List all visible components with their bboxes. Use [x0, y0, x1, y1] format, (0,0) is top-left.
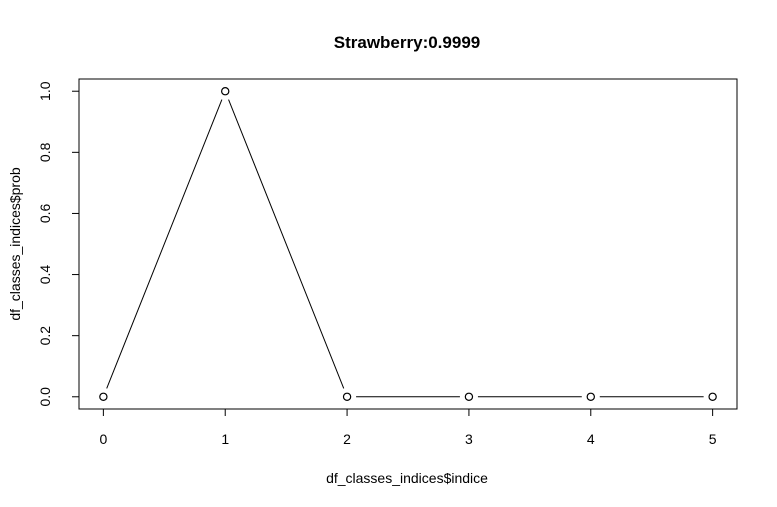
y-tick-label: 0.8: [37, 142, 53, 162]
y-axis: 0.0 0.2 0.4 0.6 0.8 1.0: [37, 81, 80, 407]
y-axis-label: df_classes_indices$prob: [7, 167, 23, 321]
data-point: [708, 392, 717, 401]
x-tick-label: 1: [221, 431, 229, 447]
y-tick-label: 0.4: [37, 265, 53, 285]
x-tick-label: 5: [709, 431, 717, 447]
y-tick-label: 0.0: [37, 387, 53, 407]
data-point: [586, 392, 595, 401]
data-point: [342, 392, 352, 401]
series-points: [99, 87, 717, 401]
line-segment: [106, 99, 223, 389]
line-segment: [228, 99, 345, 389]
x-tick-label: 0: [99, 431, 107, 447]
x-tick-label: 2: [343, 431, 351, 447]
data-point: [99, 392, 108, 401]
x-tick-label: 3: [465, 431, 473, 447]
y-tick-label: 0.6: [37, 204, 53, 224]
x-axis-label: df_classes_indices$indice: [326, 470, 488, 486]
y-tick-label: 1.0: [37, 81, 53, 101]
chart-title: Strawberry:0.9999: [334, 33, 480, 52]
data-point: [221, 87, 230, 96]
y-tick-label: 0.2: [37, 326, 53, 346]
plot-box: [78, 78, 738, 410]
series-line: [106, 99, 704, 398]
data-point: [464, 392, 474, 401]
x-tick-label: 4: [587, 431, 595, 447]
x-axis: 0 1 2 3 4 5: [99, 408, 717, 447]
